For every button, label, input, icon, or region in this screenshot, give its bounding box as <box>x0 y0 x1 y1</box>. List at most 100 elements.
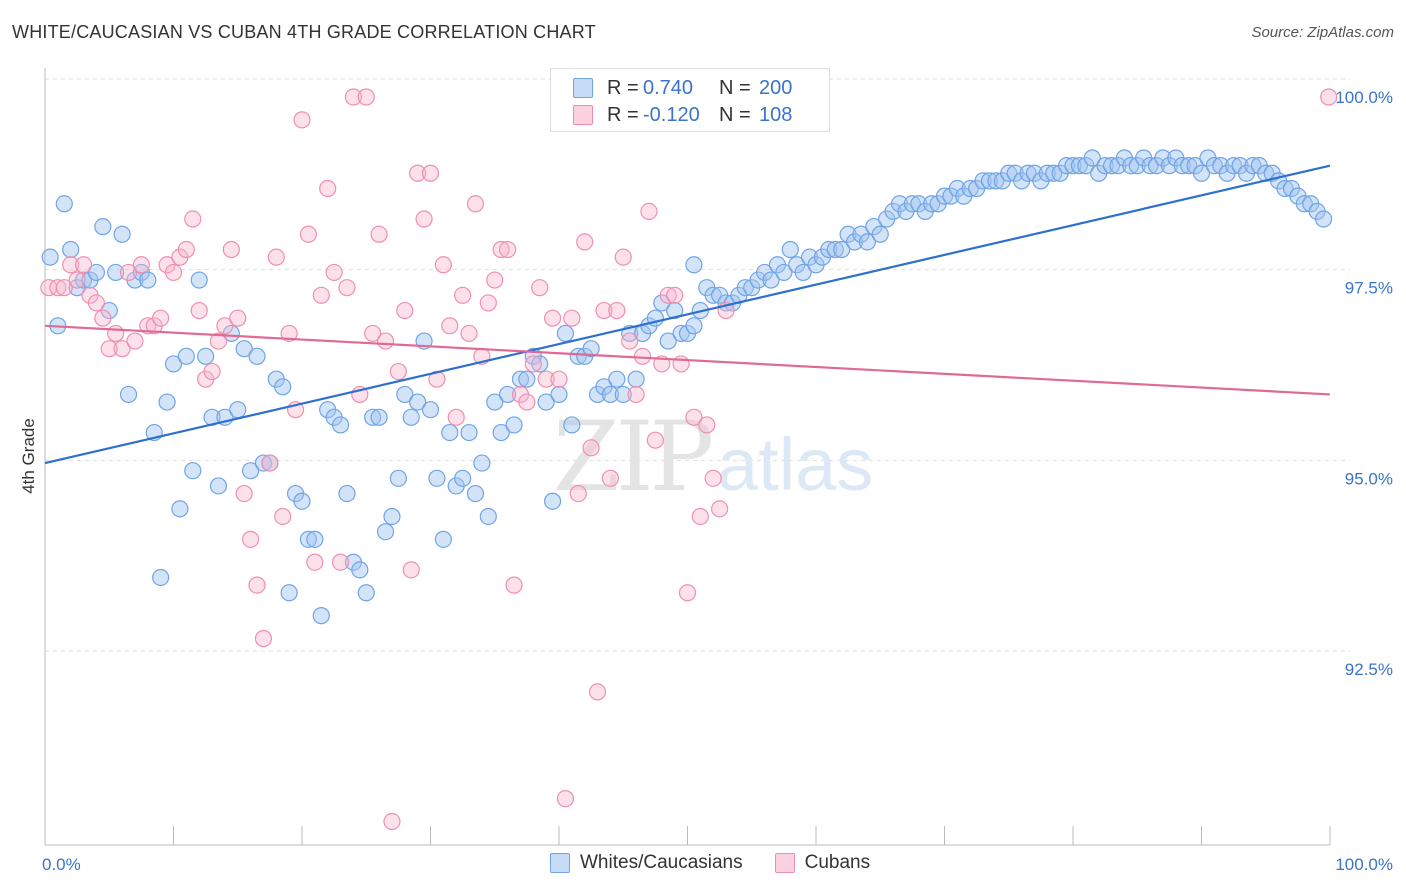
cubans-point <box>415 210 433 228</box>
cubans-point <box>299 225 318 243</box>
cubans-point <box>518 393 536 411</box>
whites-point <box>563 416 581 434</box>
cubans-point <box>267 248 285 266</box>
whites-point <box>1083 149 1101 167</box>
legend-r-label: R = <box>607 103 639 126</box>
whites-point <box>164 355 183 373</box>
legend-swatch-cubans <box>573 105 593 125</box>
cubans-point <box>563 309 581 327</box>
whites-point <box>197 347 215 365</box>
whites-point <box>396 385 414 404</box>
cubans-point <box>261 454 279 472</box>
cubans-point <box>100 340 118 358</box>
whites-point <box>351 561 369 579</box>
whites-point <box>248 347 266 365</box>
whites-point <box>672 324 690 343</box>
whites-point <box>376 523 395 541</box>
whites-point <box>1038 164 1056 182</box>
cubans-point <box>357 88 375 106</box>
whites-point <box>434 530 452 548</box>
legend-row-whites: R = 0.740 N = 200 <box>573 76 792 100</box>
cubans-point <box>499 240 517 259</box>
cubans-point <box>711 500 729 518</box>
whites-point <box>659 332 677 350</box>
cubans-point <box>132 256 150 274</box>
whites-point <box>1064 157 1082 175</box>
whites-point <box>357 584 375 602</box>
whites-point <box>505 416 523 434</box>
cubans-point <box>113 340 131 358</box>
whites-point <box>1000 164 1018 182</box>
cubans-point <box>621 332 639 350</box>
cubans-point <box>479 294 497 312</box>
whites-point <box>460 423 478 442</box>
whites-point <box>1225 157 1243 175</box>
cubans-point <box>293 111 311 129</box>
cubans-point <box>454 286 472 304</box>
cubans-point <box>428 370 446 388</box>
whites-point <box>184 462 202 480</box>
whites-point <box>409 393 427 411</box>
cubans-point <box>666 286 684 304</box>
whites-point <box>242 462 260 480</box>
cubans-point <box>325 263 343 282</box>
cubans-point <box>556 790 575 808</box>
whites-point <box>177 347 195 365</box>
cubans-point <box>691 507 709 526</box>
whites-point <box>704 286 722 304</box>
cubans-point <box>331 553 350 571</box>
cubans-point <box>242 530 260 548</box>
whites-point <box>569 347 587 365</box>
cubans-point <box>447 408 465 426</box>
whites-point <box>229 401 247 419</box>
cubans-point <box>235 484 253 503</box>
cubans-point <box>74 256 93 274</box>
cubans-point <box>698 416 716 434</box>
cubans-point <box>164 263 183 282</box>
legend-n-value: 200 <box>759 76 793 99</box>
whites-point <box>1019 164 1037 182</box>
cubans-point <box>685 408 703 426</box>
cubans-trendline <box>44 324 1331 396</box>
cubans-point <box>505 576 523 594</box>
cubans-point <box>569 484 587 503</box>
cubans-point <box>441 317 459 335</box>
cubans-point <box>139 317 157 335</box>
whites-point <box>389 469 407 487</box>
whites-point <box>62 240 80 259</box>
whites-point <box>473 454 491 472</box>
cubans-point <box>409 164 427 182</box>
whites-point <box>87 263 106 282</box>
whites-point <box>980 172 999 190</box>
cubans-point <box>588 683 607 701</box>
cubans-point <box>627 385 645 404</box>
cubans-point <box>364 324 382 343</box>
cubans-point <box>344 88 362 106</box>
whites-point <box>614 385 632 404</box>
whites-point <box>113 225 131 243</box>
y-axis-label: 4th Grade <box>19 418 38 494</box>
cubans-point <box>601 469 620 487</box>
whites-point <box>479 507 497 526</box>
whites-point <box>1173 157 1191 175</box>
whites-point <box>826 240 844 259</box>
cubans-point <box>338 279 356 297</box>
whites-point <box>338 484 356 503</box>
whites-point <box>1096 157 1114 175</box>
cubans-point <box>633 347 652 365</box>
legend-n-label: N = <box>719 103 751 126</box>
whites-point <box>499 385 517 404</box>
whites-point <box>1102 157 1121 175</box>
legend-n-value: 108 <box>759 103 793 126</box>
cubans-point <box>595 301 613 320</box>
whites-point <box>820 240 838 259</box>
series-label-whites: Whites/Caucasians <box>580 852 743 873</box>
cubans-point <box>376 332 395 350</box>
cubans-point <box>280 324 298 343</box>
series-legend-whites: Whites/Caucasians <box>550 852 743 874</box>
whites-point <box>254 454 273 472</box>
cubans-point <box>659 286 677 304</box>
watermark-atlas: atlas <box>717 423 873 506</box>
cubans-point <box>203 362 221 381</box>
cubans-point <box>550 370 568 388</box>
